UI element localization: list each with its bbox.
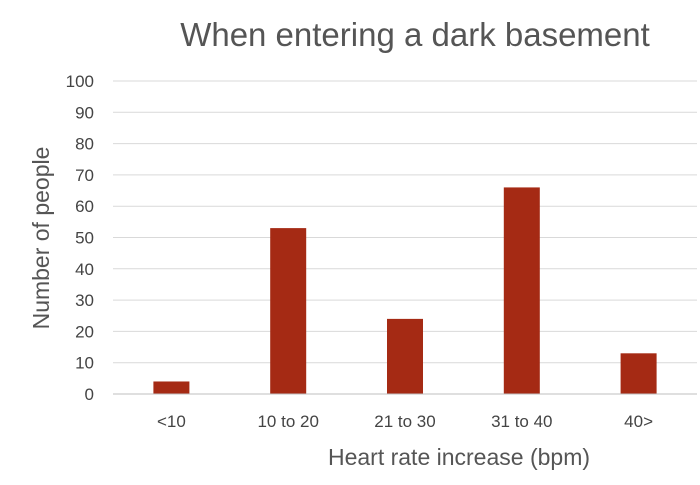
y-tick-label: 50 xyxy=(75,229,94,248)
x-tick-label: <10 xyxy=(157,412,186,431)
bar xyxy=(153,381,190,394)
x-tick-label: 40> xyxy=(624,412,653,431)
x-axis-ticks: <10 10 to 20 21 to 30 31 to 40 40> xyxy=(157,412,653,431)
y-tick-label: 70 xyxy=(75,166,94,185)
y-tick-label: 0 xyxy=(85,385,94,404)
y-tick-label: 40 xyxy=(75,260,94,279)
y-tick-label: 10 xyxy=(75,354,94,373)
y-axis-title: Number of people xyxy=(28,147,54,330)
y-tick-label: 60 xyxy=(75,197,94,216)
x-axis-title: Heart rate increase (bpm) xyxy=(328,444,590,470)
x-tick-label: 31 to 40 xyxy=(491,412,552,431)
y-tick-label: 80 xyxy=(75,135,94,154)
bar xyxy=(270,228,307,394)
bar xyxy=(620,353,657,394)
y-axis-ticks: 0 10 20 30 40 50 60 70 80 90 100 xyxy=(66,72,94,404)
y-tick-label: 100 xyxy=(66,72,94,91)
bar xyxy=(503,187,540,394)
x-tick-label: 21 to 30 xyxy=(374,412,435,431)
x-tick-label: 10 to 20 xyxy=(257,412,318,431)
y-tick-label: 30 xyxy=(75,291,94,310)
gridlines xyxy=(113,80,697,364)
bar xyxy=(387,318,423,394)
y-tick-label: 20 xyxy=(75,322,94,341)
y-tick-label: 90 xyxy=(75,103,94,122)
bars xyxy=(153,187,657,394)
chart-title: When entering a dark basement xyxy=(180,16,650,53)
